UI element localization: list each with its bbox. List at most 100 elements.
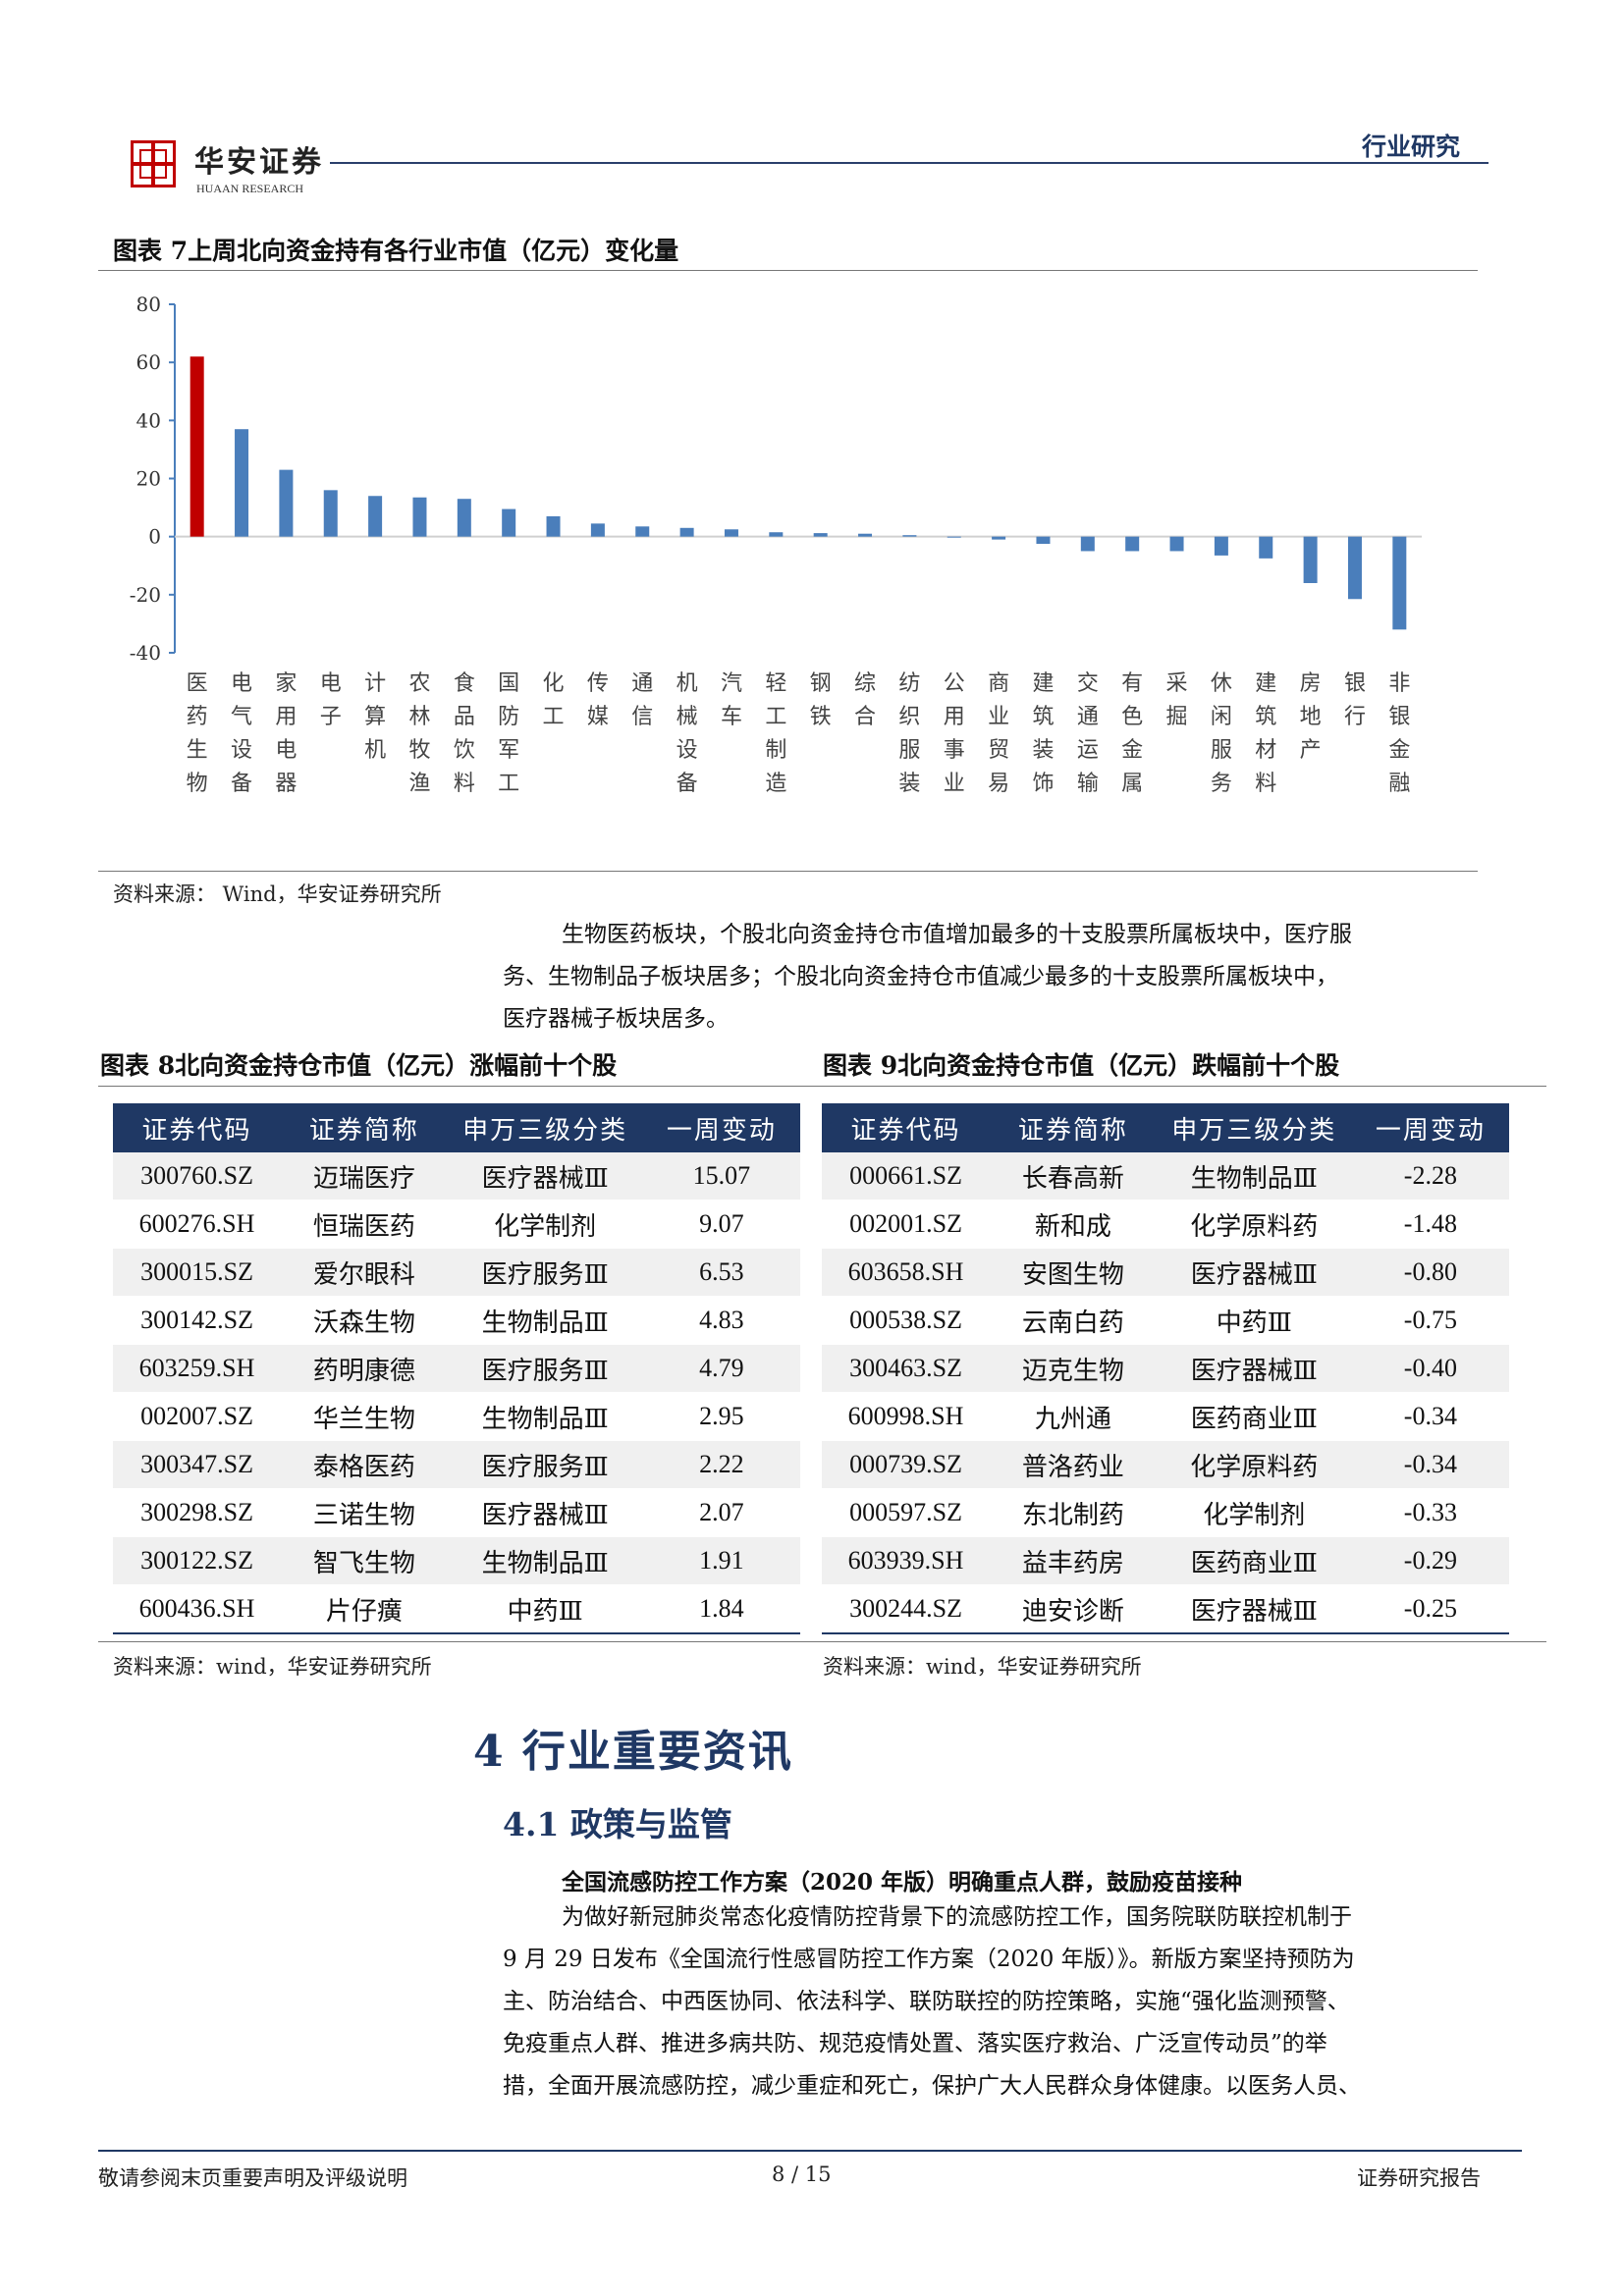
table9-cell: 医疗器械Ⅲ xyxy=(1156,1584,1352,1634)
table8-row: 300142.SZ 沃森生物 生物制品Ⅲ 4.83 xyxy=(113,1296,800,1345)
table9-header-name: 证券简称 xyxy=(990,1103,1157,1152)
x-tick-label: 医药生物 xyxy=(187,671,208,796)
x-tick-label: 农林牧渔 xyxy=(408,671,430,796)
table9-cell: 603658.SH xyxy=(822,1248,991,1297)
x-tick-label: 采掘 xyxy=(1166,671,1188,729)
bar xyxy=(1347,536,1362,600)
table9-cell: 医药商业Ⅲ xyxy=(1156,1392,1352,1441)
x-tick-label: 家用电器 xyxy=(275,671,297,796)
bar xyxy=(724,529,738,537)
figure7-bottom-rule xyxy=(98,871,1478,872)
table9-cell: 九州通 xyxy=(990,1392,1157,1441)
figure7-top-rule xyxy=(98,270,1478,271)
table8-row: 300347.SZ 泰格医药 医疗服务Ⅲ 2.22 xyxy=(113,1440,800,1489)
y-tick-label: 40 xyxy=(136,408,161,432)
table8-cell: 中药Ⅲ xyxy=(447,1584,643,1634)
table8-cell: 化学制剂 xyxy=(447,1200,643,1249)
table8-cell: 医疗服务Ⅲ xyxy=(447,1440,643,1489)
bar xyxy=(189,356,204,537)
table9-cell: -0.34 xyxy=(1351,1440,1509,1489)
table8-cell: 医疗器械Ⅲ xyxy=(447,1488,643,1537)
table9-row: 600998.SH 九州通 医药商业Ⅲ -0.34 xyxy=(822,1392,1509,1441)
bar xyxy=(947,536,961,538)
x-tick-label: 纺织服装 xyxy=(898,671,920,796)
y-tick-label: -40 xyxy=(130,641,161,665)
table8-cell: 2.95 xyxy=(642,1392,800,1441)
figure7-source: 资料来源： Wind，华安证券研究所 xyxy=(113,882,442,906)
news-line: 措，全面开展流感防控，减少重症和死亡，保护广大人民群众身体健康。以医务人员、 xyxy=(503,2073,1361,2099)
table9-cell: 新和成 xyxy=(990,1200,1157,1249)
table8-row: 300015.SZ 爱尔眼科 医疗服务Ⅲ 6.53 xyxy=(113,1248,800,1297)
analysis-paragraph: 生物医药板块，个股北向资金持仓市值增加最多的十支股票所属板块中，医疗服 务、生物… xyxy=(503,914,1485,1041)
table8-cell: 4.79 xyxy=(642,1344,800,1393)
bar xyxy=(1303,536,1318,583)
bar xyxy=(323,490,338,537)
table9-row: 000597.SZ 东北制药 化学制剂 -0.33 xyxy=(822,1488,1509,1537)
table8-cell: 300760.SZ xyxy=(113,1152,282,1201)
table9-cell: 300244.SZ xyxy=(822,1584,991,1634)
x-tick-label: 通信 xyxy=(631,671,653,729)
bar xyxy=(235,429,249,537)
x-tick-label: 机械设备 xyxy=(677,671,698,796)
y-tick-label: 80 xyxy=(136,293,161,316)
table8-title: 图表 8北向资金持仓市值（亿元）涨幅前十个股 xyxy=(100,1051,618,1080)
table9-cell: 300463.SZ xyxy=(822,1344,991,1393)
x-tick-label: 商业贸易 xyxy=(988,671,1009,796)
table9-cell: -0.34 xyxy=(1351,1392,1509,1441)
table8-row: 600276.SH 恒瑞医药 化学制剂 9.07 xyxy=(113,1200,800,1249)
x-tick-label: 轻工制造 xyxy=(765,671,786,796)
table8-source: 资料来源：wind，华安证券研究所 xyxy=(113,1655,432,1679)
bar xyxy=(457,499,471,537)
table8-cell: 1.84 xyxy=(642,1584,800,1634)
y-tick-label: 20 xyxy=(136,467,161,491)
section-label: 行业研究 xyxy=(1362,133,1461,161)
table8-cell: 生物制品Ⅲ xyxy=(447,1392,643,1441)
table9-cell: -1.48 xyxy=(1351,1200,1509,1249)
bar xyxy=(1392,536,1407,630)
table9-cell: 安图生物 xyxy=(990,1248,1157,1297)
table8-row: 002007.SZ 华兰生物 生物制品Ⅲ 2.95 xyxy=(113,1392,800,1441)
table8: 证券代码 证券简称 申万三级分类 一周变动 300760.SZ 迈瑞医疗 医疗器械Ⅲ… xyxy=(113,1103,800,1634)
table9-cell: 600998.SH xyxy=(822,1392,991,1441)
table8-cell: 迈瑞医疗 xyxy=(281,1152,448,1201)
bar xyxy=(769,532,784,537)
y-tick-label: -20 xyxy=(130,583,161,607)
table9-cell: -0.80 xyxy=(1351,1248,1509,1297)
table9: 证券代码 证券简称 申万三级分类 一周变动 000661.SZ 长春高新 生物制品Ⅲ… xyxy=(822,1103,1509,1634)
bar xyxy=(902,535,917,537)
table9-cell: 603939.SH xyxy=(822,1536,991,1585)
x-tick-label: 综合 xyxy=(854,671,876,729)
table8-cell: 300015.SZ xyxy=(113,1248,282,1297)
x-tick-label: 计算机 xyxy=(364,671,386,763)
table9-cell: 002001.SZ xyxy=(822,1200,991,1249)
table8-cell: 603259.SH xyxy=(113,1344,282,1393)
x-tick-label: 非银金融 xyxy=(1388,671,1410,796)
table9-cell: 迪安诊断 xyxy=(990,1584,1157,1634)
table8-cell: 智飞生物 xyxy=(281,1536,448,1585)
table9-cell: 医疗器械Ⅲ xyxy=(1156,1344,1352,1393)
x-tick-label: 食品饮料 xyxy=(454,671,475,796)
bar xyxy=(1259,536,1273,559)
table8-cell: 300347.SZ xyxy=(113,1440,282,1489)
table8-cell: 6.53 xyxy=(642,1248,800,1297)
table9-cell: 000597.SZ xyxy=(822,1488,991,1537)
table8-cell: 600436.SH xyxy=(113,1584,282,1634)
bar xyxy=(1169,536,1184,552)
table9-cell: 迈克生物 xyxy=(990,1344,1157,1393)
analysis-line-3: 医疗器械子板块居多。 xyxy=(503,1006,729,1032)
subsection-heading: 4.1 政策与监管 xyxy=(503,1805,732,1843)
footer-disclaimer: 敬请参阅末页重要声明及评级说明 xyxy=(98,2166,407,2190)
table9-cell: -0.40 xyxy=(1351,1344,1509,1393)
brand-english: HUAAN RESEARCH xyxy=(196,182,304,195)
table9-row: 000538.SZ 云南白药 中药Ⅲ -0.75 xyxy=(822,1296,1509,1345)
bar xyxy=(590,523,605,537)
x-tick-label: 有色金属 xyxy=(1121,671,1143,796)
x-tick-label: 钢铁 xyxy=(810,671,832,729)
x-tick-label: 建筑装饰 xyxy=(1032,671,1054,796)
table9-cell: -0.25 xyxy=(1351,1584,1509,1634)
table9-cell: 长春高新 xyxy=(990,1152,1157,1201)
table8-cell: 600276.SH xyxy=(113,1200,282,1249)
news-line: 免疫重点人群、推进多病共防、规范疫情处置、落实医疗救治、广泛宣传动员”的举 xyxy=(503,2031,1327,2056)
table8-row: 600436.SH 片仔癀 中药Ⅲ 1.84 xyxy=(113,1584,800,1634)
